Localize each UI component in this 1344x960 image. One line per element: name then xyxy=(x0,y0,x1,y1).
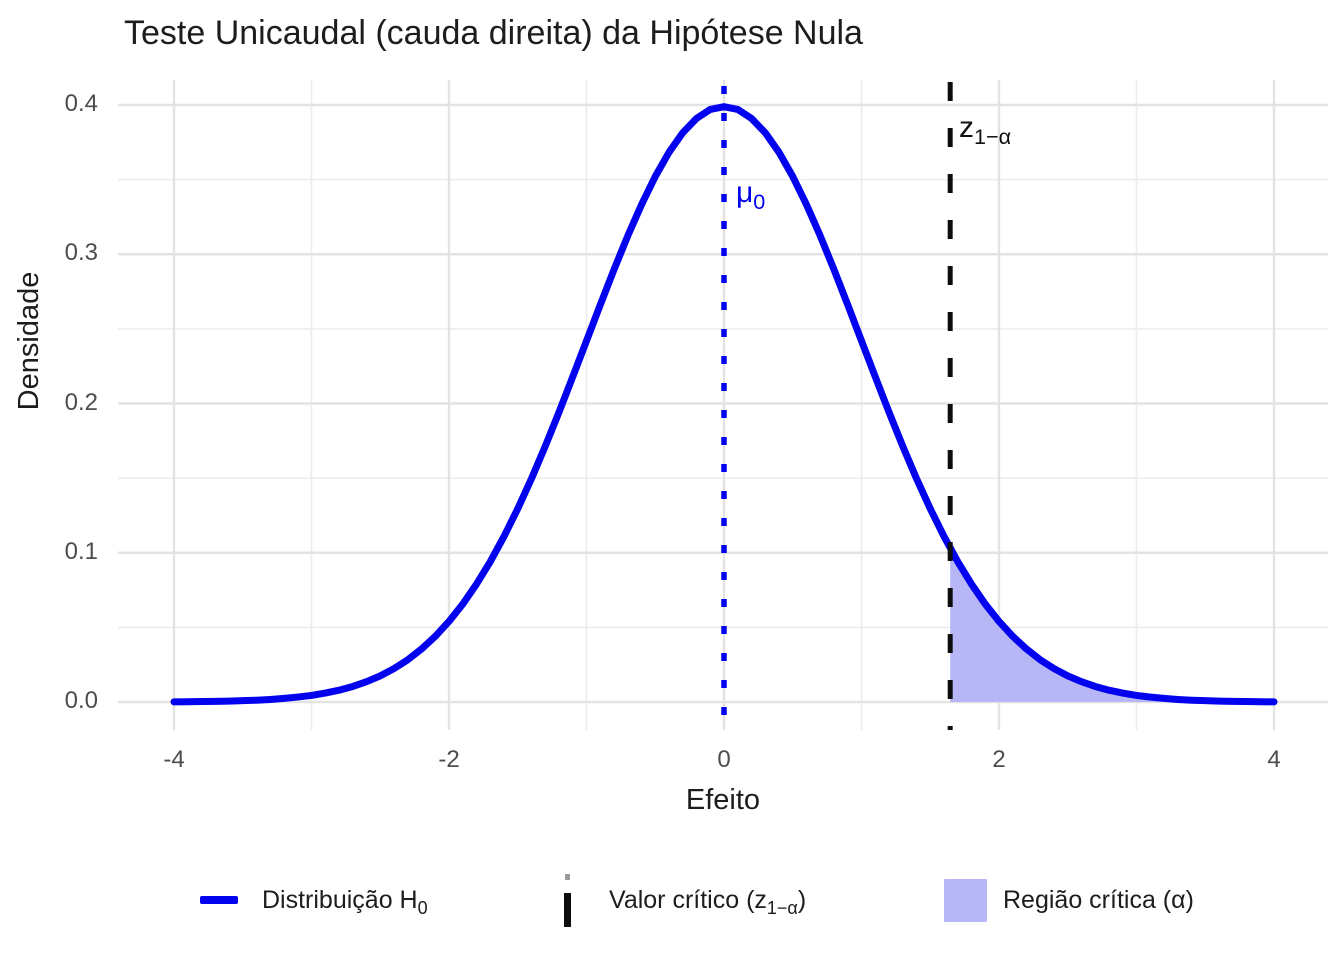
legend-label-critical-value-text: Valor crítico (z xyxy=(609,885,767,914)
legend-label-critical-region: Região crítica (α) xyxy=(1003,886,1194,915)
legend-item-critical-region: Região crítica (α) xyxy=(944,868,1194,932)
legend-label-distribution-text: Distribuição H xyxy=(262,885,418,914)
legend-label-critical-value: Valor crítico (z1−α) xyxy=(609,885,807,918)
mu0-annotation-base: μ xyxy=(736,176,754,209)
x-tick-label: 4 xyxy=(1267,746,1281,773)
legend-label-distribution: Distribuição H0 xyxy=(262,885,428,918)
chart-title: Teste Unicaudal (cauda direita) da Hipót… xyxy=(124,14,863,52)
density-curve xyxy=(170,103,1278,706)
y-tick-label: 0.4 xyxy=(64,90,98,117)
legend-label-critical-value-sub: 1−α xyxy=(766,897,798,918)
x-tick-label: 0 xyxy=(717,746,731,773)
legend-dashed-line-key xyxy=(563,873,571,927)
legend-fill-swatch-key xyxy=(944,878,987,922)
critical-value-annotation: z1−α xyxy=(959,111,1011,147)
legend-label-critical-value-suffix: ) xyxy=(797,885,807,914)
x-axis-title: Efeito xyxy=(685,784,761,816)
y-tick-label: 0.2 xyxy=(64,388,98,416)
y-tick-label: 0.3 xyxy=(64,239,98,267)
x-tick-label: -4 xyxy=(163,746,185,773)
x-tick-label: 2 xyxy=(992,746,1006,773)
legend-item-distribution: Distribuição H0 xyxy=(200,868,428,932)
critical-value-annotation-base: z xyxy=(959,111,974,144)
legend-dash-segment-big xyxy=(563,892,571,927)
legend-label-distribution-sub: 0 xyxy=(417,897,428,918)
x-tick-label: -2 xyxy=(438,746,460,773)
critical-region-fill xyxy=(950,547,1274,702)
mu0-annotation: μ0 xyxy=(736,176,765,212)
legend-label-critical-region-text: Região crítica (α) xyxy=(1003,885,1194,914)
legend-dash-segment-small xyxy=(564,873,570,880)
legend-solid-line-key xyxy=(200,896,238,904)
mu0-annotation-sub: 0 xyxy=(753,189,766,214)
y-tick-label: 0.0 xyxy=(64,687,98,714)
legend-item-critical-value: Valor crítico (z1−α) xyxy=(563,868,806,932)
critical-value-annotation-sub: 1−α xyxy=(974,124,1012,149)
y-tick-label: 0.1 xyxy=(64,537,98,565)
